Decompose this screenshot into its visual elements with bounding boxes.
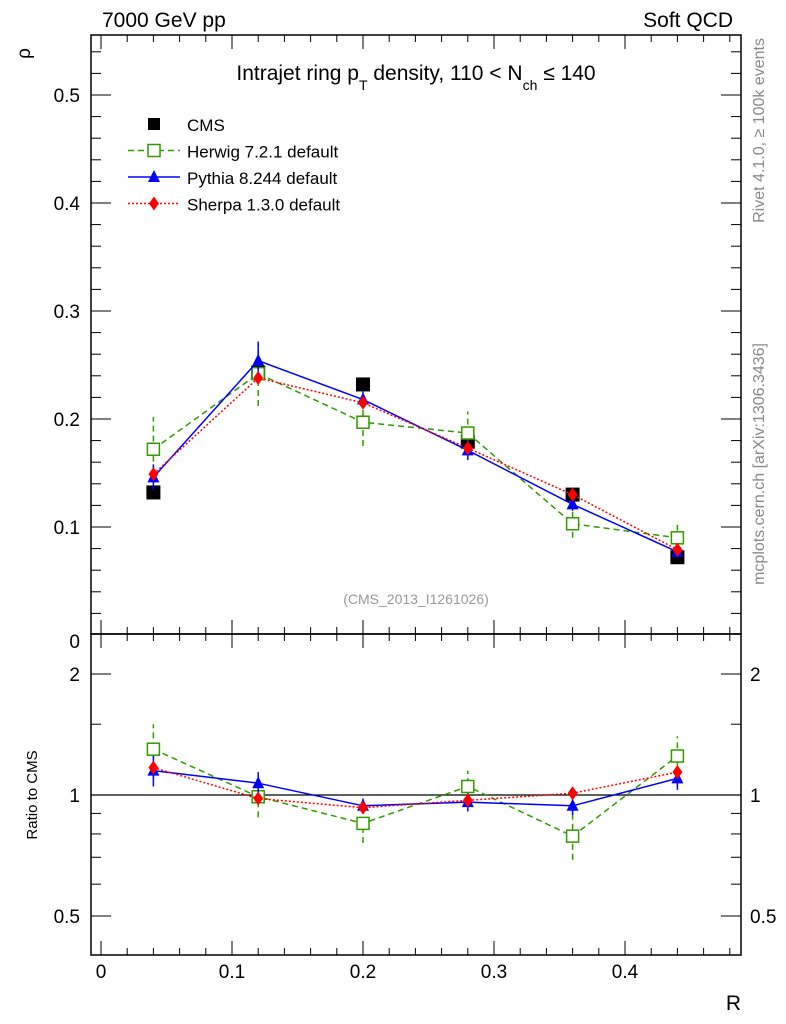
analysis-label: (CMS_2013_I1261026) [343,591,489,607]
legend-label-pythia: Pythia 8.244 default [187,169,338,188]
sherpa-marker [462,441,473,456]
sherpa-line [152,377,678,551]
herwig-ratio-marker [356,816,370,831]
sherpa-ratio-marker [358,800,368,815]
top-left-label: 7000 GeV pp [102,9,226,32]
sherpa-ratio-marker [672,765,683,780]
ratio-tick-label-left: 2 [69,665,80,686]
pythia-line [152,359,678,553]
y-tick-label: 0.1 [54,518,80,539]
herwig-marker [461,426,475,440]
ratio-tick-label-right: 2 [750,665,761,686]
top-right-label: Soft QCD [643,9,733,32]
cms-marker [356,377,370,392]
y-axis-label: ρ [14,48,35,59]
pythia-ratio-marker [252,776,265,789]
y-tick-label: 0.5 [54,86,80,107]
side-text-mcplots: mcplots.cern.ch [arXiv:1306.3436] [751,343,768,585]
herwig-line [152,372,678,539]
pythia-marker [566,497,579,510]
ratio-tick-label-left: 1 [69,786,80,807]
ratio-tick-label-right: 1 [750,786,761,807]
herwig-marker [565,517,580,531]
legend-label-sherpa: Sherpa 1.3.0 default [187,196,340,215]
herwig-ratio-marker [461,779,475,794]
pythia-marker [252,353,265,366]
herwig-ratio-marker [670,749,685,763]
herwig-ratio-line [153,748,678,838]
x-tick-label: 0.4 [612,962,639,983]
x-tick-label: 0.1 [219,962,245,983]
legend-sherpa-marker [149,196,159,211]
ratio-tick-label-right: 0.5 [750,907,776,928]
sherpa-marker [567,487,578,502]
sherpa-ratio-marker [567,786,578,801]
herwig-ratio-marker [146,742,161,756]
herwig-ratio-marker [565,829,580,843]
herwig-marker [670,531,685,545]
pythia-ratio-line [153,769,678,807]
legend-herwig-marker [147,143,161,158]
x-axis-label: R [726,992,741,1015]
herwig-marker [356,415,370,429]
ratio-y-axis-label: Ratio to CMS [24,750,41,839]
sherpa-marker [253,370,264,385]
ratio-tick-label-left: 0.5 [54,907,80,928]
x-tick-label: 0.2 [350,962,376,983]
sherpa-marker [358,395,368,410]
legend-label-herwig: Herwig 7.2.1 default [187,143,338,162]
legend-cms-marker [148,118,160,130]
y-tick-label: 0 [69,632,80,653]
pythia-ratio-marker [566,798,579,811]
sherpa-ratio-marker [148,760,159,775]
sherpa-ratio-line [153,766,678,809]
y-tick-label: 0.2 [54,410,80,431]
cms-marker [146,485,161,500]
sherpa-ratio-marker [462,793,473,808]
legend-label-cms: CMS [187,116,225,135]
legend-pythia-marker [148,170,160,182]
x-tick-label: 0.3 [481,962,507,983]
sherpa-marker [148,467,159,482]
y-tick-label: 0.4 [54,194,81,215]
sherpa-ratio-marker [253,791,264,806]
herwig-marker [146,442,161,456]
x-tick-label: 0 [96,962,107,983]
sherpa-marker [672,542,683,557]
side-text-rivet: Rivet 4.1.0, ≥ 100k events [751,38,768,223]
y-tick-label: 0.3 [54,302,80,323]
chart-title: Intrajet ring pT density, 110 < Nch ≤ 14… [236,62,595,93]
